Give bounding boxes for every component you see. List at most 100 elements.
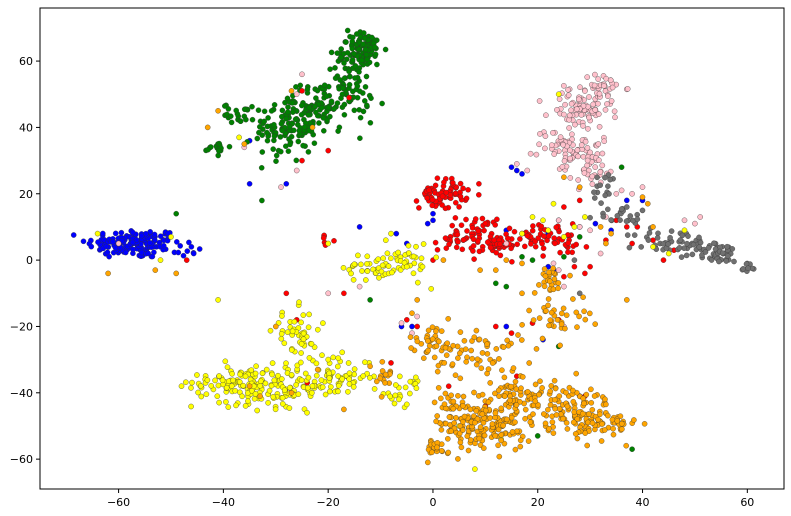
scatter-point <box>597 224 604 230</box>
scatter-point <box>360 41 366 47</box>
scatter-point <box>596 157 602 163</box>
scatter-point <box>452 190 459 197</box>
scatter-point <box>547 278 553 284</box>
scatter-point <box>569 131 575 138</box>
scatter-point <box>472 466 478 472</box>
scatter-point <box>349 57 356 63</box>
scatter-point <box>457 329 464 335</box>
scatter-point <box>529 257 536 263</box>
scatter-point <box>290 109 296 115</box>
scatter-point <box>345 360 352 366</box>
scatter-point <box>595 100 601 107</box>
scatter-point <box>690 241 697 248</box>
scatter-point <box>460 185 466 192</box>
x-tick-label: −60 <box>107 496 130 509</box>
scatter-point <box>264 137 271 144</box>
scatter-point <box>335 388 341 395</box>
scatter-point <box>299 157 305 164</box>
scatter-point <box>542 420 549 427</box>
scatter-point <box>384 250 391 257</box>
y-tick-label: −40 <box>10 387 33 400</box>
scatter-point <box>446 241 452 248</box>
scatter-point <box>536 391 542 398</box>
scatter-point <box>270 146 276 152</box>
scatter-point <box>719 250 726 256</box>
scatter-point <box>351 50 357 57</box>
scatter-point <box>566 125 572 131</box>
scatter-point <box>503 283 510 290</box>
scatter-point <box>279 107 286 114</box>
scatter-point <box>667 234 673 241</box>
scatter-point <box>222 103 228 109</box>
scatter-point <box>725 253 731 259</box>
scatter-point <box>205 146 211 153</box>
scatter-point <box>536 282 542 288</box>
scatter-point <box>493 323 499 330</box>
scatter-point <box>122 249 129 256</box>
scatter-point <box>393 382 399 388</box>
scatter-point <box>555 217 562 224</box>
scatter-point <box>494 216 500 223</box>
scatter-point <box>553 412 560 418</box>
scatter-point <box>641 421 648 427</box>
scatter-point <box>655 230 661 237</box>
scatter-point <box>626 244 633 251</box>
scatter-point <box>545 227 551 234</box>
scatter-point <box>424 195 430 201</box>
scatter-point <box>352 63 359 69</box>
scatter-point <box>575 177 581 183</box>
scatter-point <box>543 112 549 118</box>
scatter-point <box>518 385 524 391</box>
scatter-point <box>413 198 420 204</box>
scatter-point <box>513 402 520 408</box>
scatter-point <box>495 387 502 394</box>
scatter-point <box>434 440 441 446</box>
scatter-point <box>351 261 358 267</box>
plot-area-frame <box>39 7 785 490</box>
scatter-point <box>174 239 180 245</box>
scatter-point <box>300 312 307 318</box>
scatter-point <box>461 413 468 420</box>
scatter-point <box>279 313 285 319</box>
scatter-point <box>216 148 222 154</box>
scatter-point <box>374 61 380 68</box>
scatter-point <box>188 244 195 250</box>
scatter-point <box>254 135 261 142</box>
scatter-point <box>325 104 332 111</box>
scatter-point <box>469 225 476 231</box>
scatter-point <box>586 114 592 121</box>
scatter-point <box>455 393 461 399</box>
scatter-point <box>212 377 218 384</box>
scatter-point <box>460 237 467 243</box>
scatter-point <box>571 263 578 270</box>
scatter-point <box>283 360 289 366</box>
scatter-point <box>426 343 433 349</box>
scatter-point <box>493 280 499 287</box>
scatter-point <box>370 266 376 273</box>
scatter-point <box>278 335 285 342</box>
scatter-point <box>245 398 251 404</box>
scatter-point <box>335 382 342 389</box>
scatter-point <box>414 313 420 320</box>
scatter-point <box>404 401 410 408</box>
scatter-point <box>634 216 641 222</box>
scatter-point <box>448 392 454 399</box>
scatter-point <box>505 342 512 349</box>
scatter-point <box>601 427 608 433</box>
scatter-point <box>592 321 598 327</box>
scatter-point <box>519 260 525 267</box>
scatter-point <box>414 323 420 330</box>
scatter-point <box>379 368 386 374</box>
scatter-point <box>434 247 441 253</box>
scatter-point <box>519 337 525 343</box>
scatter-point <box>470 248 476 254</box>
scatter-point <box>339 85 346 91</box>
scatter-point <box>574 324 580 330</box>
scatter-point <box>229 383 235 389</box>
scatter-point <box>533 346 540 352</box>
scatter-point <box>581 308 587 315</box>
scatter-point <box>364 253 371 260</box>
scatter-point <box>363 277 369 283</box>
scatter-point <box>487 244 494 251</box>
scatter-point <box>665 241 671 247</box>
